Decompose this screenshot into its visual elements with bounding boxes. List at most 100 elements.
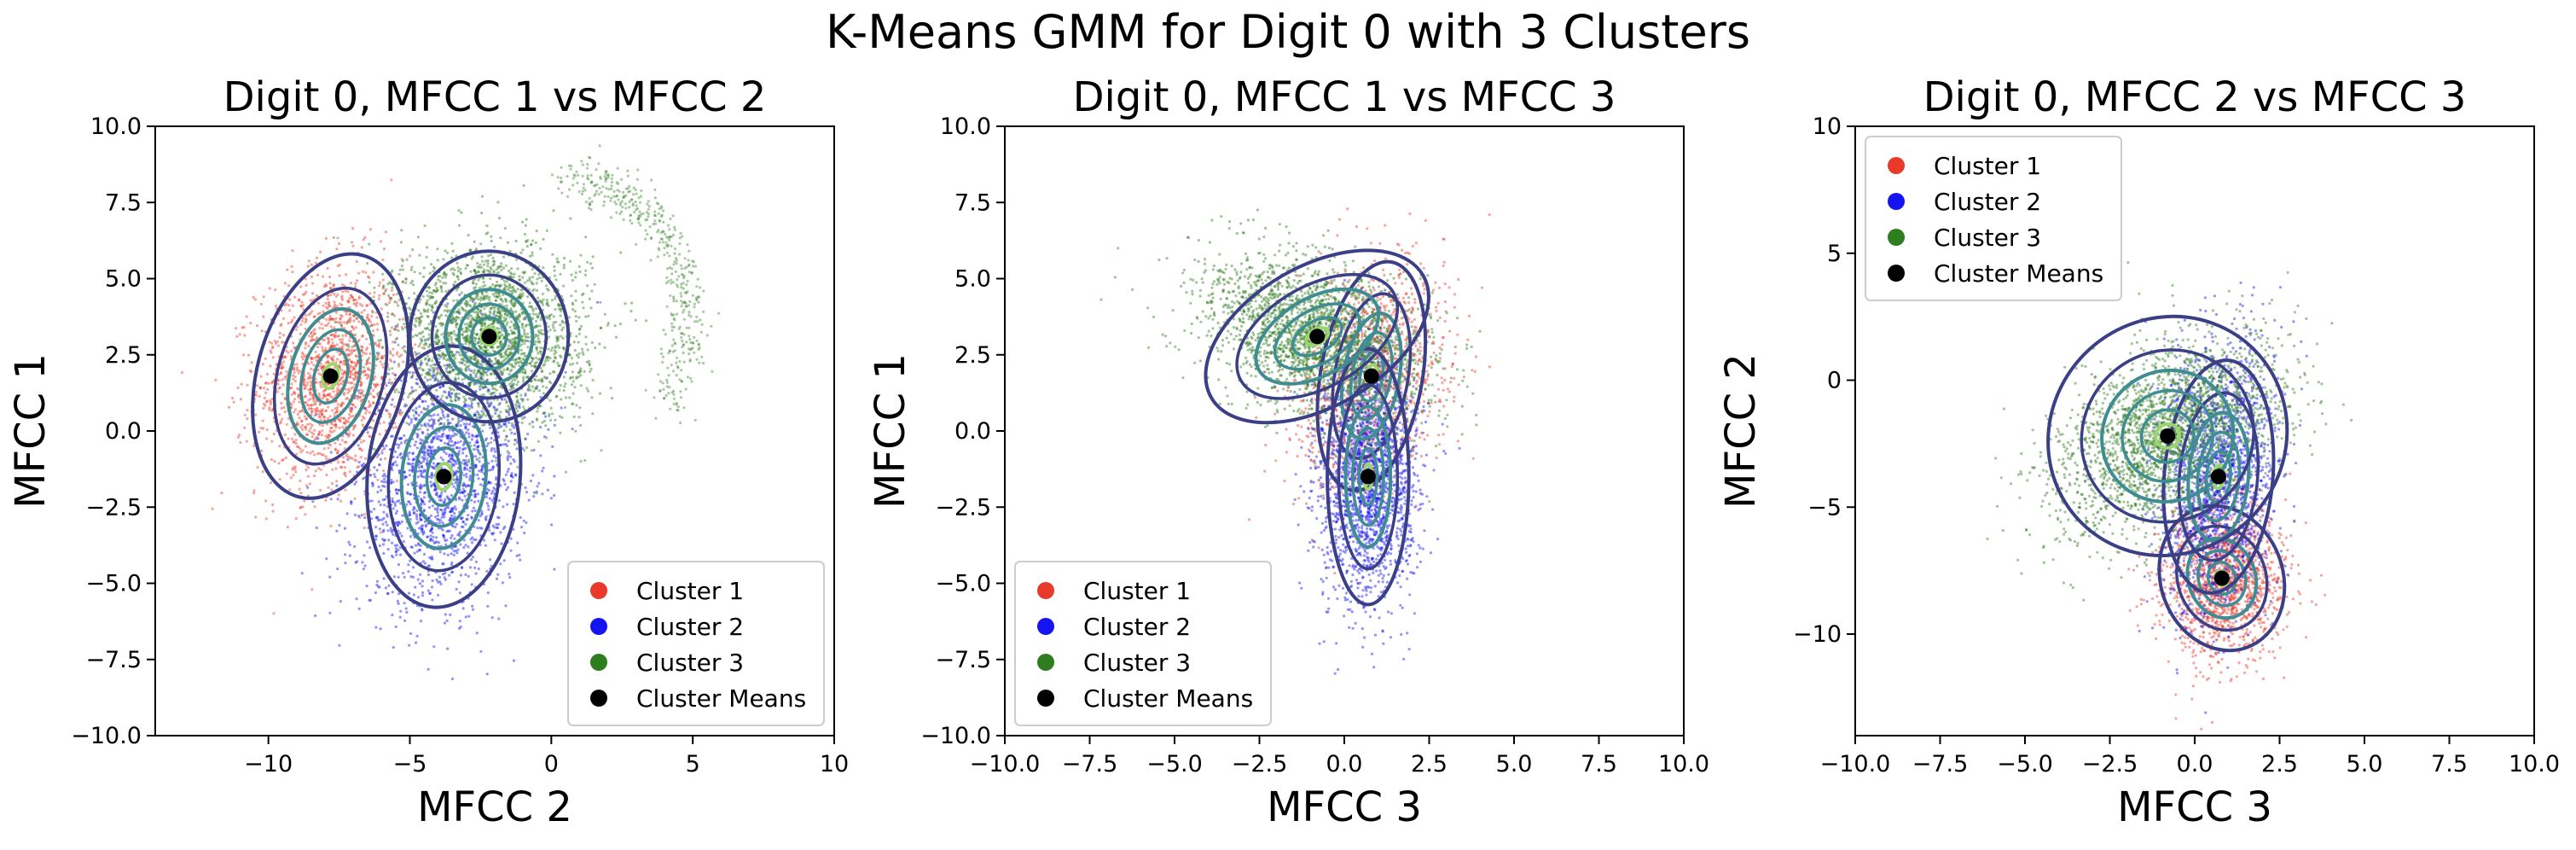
- scatter-point: [345, 300, 350, 303]
- scatter-point: [388, 329, 392, 333]
- scatter-point: [583, 273, 588, 277]
- scatter-point: [239, 398, 242, 401]
- scatter-point: [326, 382, 329, 386]
- scatter-point: [327, 322, 330, 325]
- scatter-point: [373, 291, 376, 294]
- scatter-point: [431, 427, 434, 430]
- scatter-point: [351, 244, 355, 247]
- scatter-point: [411, 248, 415, 252]
- scatter-point: [347, 300, 351, 303]
- scatter-point: [368, 410, 371, 414]
- scatter-point: [377, 352, 380, 355]
- scatter-point: [467, 432, 471, 435]
- scatter-point: [603, 312, 607, 316]
- scatter-point: [270, 351, 273, 354]
- scatter-point: [394, 460, 397, 463]
- scatter-point: [335, 410, 339, 414]
- scatter-point: [411, 335, 415, 339]
- scatter-point: [480, 527, 484, 530]
- scatter-point: [337, 449, 340, 453]
- scatter-point: [364, 348, 368, 352]
- scatter-point: [479, 375, 482, 379]
- scatter-point: [416, 578, 420, 581]
- scatter-point: [376, 516, 380, 520]
- scatter-point: [447, 392, 451, 395]
- scatter-point: [305, 416, 309, 420]
- scatter-point: [348, 376, 352, 379]
- scatter-point: [421, 368, 424, 371]
- scatter-point: [450, 533, 454, 538]
- scatter-point: [436, 369, 439, 372]
- scatter-point: [527, 498, 531, 502]
- scatter-point: [343, 360, 346, 364]
- scatter-point: [537, 389, 542, 393]
- scatter-point: [303, 395, 306, 399]
- scatter-point: [355, 364, 358, 368]
- scatter-point: [321, 327, 324, 330]
- scatter-point: [411, 575, 415, 579]
- scatter-point: [412, 414, 415, 417]
- scatter-point: [408, 510, 411, 514]
- scatter-point: [310, 361, 313, 364]
- scatter-point: [300, 419, 304, 423]
- scatter-point: [542, 385, 545, 388]
- scatter-point: [350, 370, 353, 373]
- scatter-point: [285, 472, 288, 475]
- scatter-point: [312, 474, 316, 478]
- scatter-point: [432, 421, 435, 424]
- scatter-point: [437, 495, 440, 498]
- scatter-point: [310, 404, 313, 407]
- scatter-point: [394, 550, 397, 554]
- scatter-point: [351, 457, 354, 460]
- scatter-point: [333, 335, 336, 338]
- scatter-point: [465, 422, 468, 426]
- scatter-point: [459, 626, 462, 629]
- scatter-point: [396, 492, 399, 495]
- scatter-point: [470, 541, 474, 544]
- scatter-point: [493, 310, 496, 313]
- scatter-point: [309, 299, 312, 302]
- scatter-point: [362, 477, 365, 480]
- scatter-point: [505, 400, 508, 404]
- scatter-point: [480, 466, 484, 469]
- scatter-point: [490, 432, 494, 435]
- scatter-point: [490, 459, 494, 463]
- scatter-point: [309, 340, 312, 343]
- scatter-point: [414, 388, 417, 392]
- scatter-point: [407, 462, 410, 466]
- scatter-point: [283, 304, 287, 307]
- scatter-point: [478, 369, 481, 372]
- scatter-point: [490, 440, 493, 445]
- scatter-point: [512, 458, 515, 462]
- scatter-point: [497, 217, 502, 220]
- scatter-point: [269, 403, 272, 406]
- scatter-point: [410, 375, 414, 378]
- scatter-point: [460, 211, 463, 214]
- scatter-point: [384, 302, 387, 306]
- scatter-point: [611, 397, 614, 400]
- scatter-point: [325, 398, 328, 401]
- scatter-point: [397, 521, 400, 525]
- scatter-point: [378, 345, 381, 348]
- scatter-point: [283, 397, 287, 400]
- scatter-point: [426, 564, 430, 568]
- scatter-point: [365, 360, 369, 364]
- scatter-point: [479, 452, 482, 456]
- scatter-point: [532, 495, 536, 498]
- scatter-point: [327, 434, 330, 437]
- scatter-point: [392, 293, 396, 297]
- scatter-point: [441, 399, 444, 403]
- scatter-point: [419, 487, 422, 491]
- scatter-point: [428, 303, 432, 307]
- scatter-point: [350, 241, 354, 244]
- scatter-point: [306, 486, 310, 490]
- scatter-point: [343, 447, 346, 451]
- scatter-point: [464, 403, 467, 406]
- scatter-point: [269, 364, 272, 368]
- scatter-point: [532, 377, 537, 381]
- scatter-point: [398, 410, 402, 414]
- scatter-point: [553, 568, 556, 571]
- scatter-point: [298, 298, 301, 301]
- scatter-point: [438, 372, 442, 376]
- scatter-point: [541, 469, 544, 473]
